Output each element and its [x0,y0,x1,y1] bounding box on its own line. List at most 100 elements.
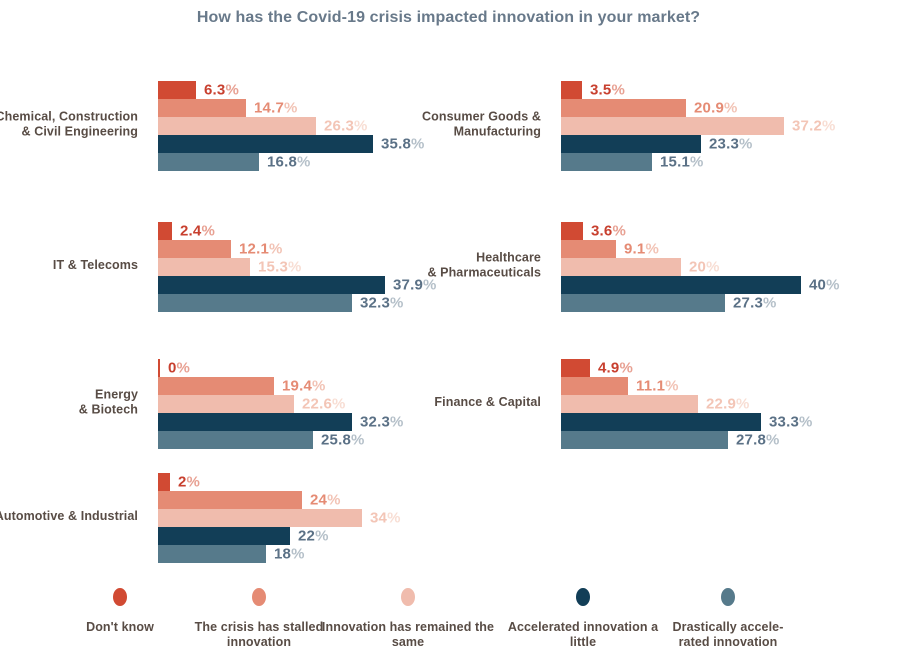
percent-sign: % [423,276,437,294]
percent-sign: % [351,431,365,449]
bar-value-label: 20.9% [694,100,738,117]
value-number: 2.4 [180,222,202,240]
legend-label: Accelerated innovation a little [507,620,659,649]
bar-value-label: 18% [274,546,305,563]
bar-value-label: 37.2% [792,118,836,135]
value-number: 19.4 [282,377,312,395]
bar-value-label: 14.7% [254,100,298,117]
bar-segment [158,153,259,171]
percent-sign: % [665,377,679,395]
value-number: 11.1 [636,377,666,395]
bar-segment [158,240,231,258]
value-number: 0 [168,359,177,377]
bar-value-label: 25.8% [321,432,365,449]
bar-segment [158,294,352,312]
legend-label: Drastically accele- rated innovation [672,620,784,649]
percent-sign: % [826,276,840,294]
category-label: Healthcare & Pharmaceuticals [427,250,541,280]
bar-value-label: 26.3% [324,118,368,135]
value-number: 3.6 [591,222,613,240]
percent-sign: % [291,545,305,563]
bar-value-label: 33.3% [769,414,813,431]
legend-item: Innovation has remained the same [318,588,498,650]
value-number: 34 [370,509,388,527]
bar-value-label: 20% [689,259,720,276]
bar-segment [561,222,583,240]
bar-segment [561,431,728,449]
legend-item: Drastically accele- rated innovation [638,588,818,650]
bar-segment [158,258,250,276]
value-number: 27.8 [736,431,766,449]
bar-segment [561,81,582,99]
value-number: 35.8 [381,135,411,153]
percent-sign: % [612,222,626,240]
bar-segment [158,81,196,99]
bar-value-label: 0% [168,360,190,377]
legend-label: Don't know [86,620,154,634]
percent-sign: % [284,99,298,117]
percent-sign: % [315,527,329,545]
bar-segment [158,99,246,117]
bar-value-label: 4.9% [598,360,633,377]
category-label: Consumer Goods & Manufacturing [422,109,541,139]
value-number: 18 [274,545,292,563]
value-number: 22 [298,527,316,545]
value-number: 20.9 [694,99,724,117]
bar-segment [561,240,616,258]
percent-sign: % [619,359,633,377]
bar-segment [561,377,628,395]
value-number: 32.3 [360,294,390,312]
percent-sign: % [706,258,720,276]
percent-sign: % [411,135,425,153]
value-number: 23.3 [709,135,739,153]
percent-sign: % [387,509,401,527]
percent-sign: % [332,395,346,413]
bar-value-label: 6.3% [204,82,239,99]
value-number: 25.8 [321,431,351,449]
value-number: 2 [178,473,187,491]
percent-sign: % [799,413,813,431]
percent-sign: % [390,413,404,431]
bar-segment [561,359,590,377]
bar-value-label: 3.5% [590,82,625,99]
bar-value-label: 2% [178,474,200,491]
value-number: 40 [809,276,827,294]
bar-value-label: 15.1% [660,154,704,171]
value-number: 9.1 [624,240,646,258]
legend-dot-icon [113,588,127,606]
value-number: 22.6 [302,395,332,413]
percent-sign: % [297,153,311,171]
bar-segment [158,377,274,395]
value-number: 32.3 [360,413,390,431]
percent-sign: % [354,117,368,135]
bar-value-label: 32.3% [360,414,404,431]
percent-sign: % [611,81,625,99]
legend-item: Accelerated innovation a little [493,588,673,650]
bar-value-label: 32.3% [360,295,404,312]
percent-sign: % [312,377,326,395]
legend-dot-icon [401,588,415,606]
category-label: Finance & Capital [434,394,541,409]
value-number: 15.3 [258,258,288,276]
percent-sign: % [763,294,777,312]
percent-sign: % [724,99,738,117]
bar-segment [158,491,302,509]
bar-segment [158,545,266,563]
legend-item: Don't know [30,588,210,635]
percent-sign: % [645,240,659,258]
bar-value-label: 23.3% [709,136,753,153]
percent-sign: % [288,258,302,276]
category-label: IT & Telecoms [52,257,138,272]
bar-segment [158,117,316,135]
bar-segment [561,294,725,312]
percent-sign: % [822,117,836,135]
bar-segment [158,395,294,413]
legend-dot-icon [576,588,590,606]
legend-dot-icon [721,588,735,606]
percent-sign: % [739,135,753,153]
value-number: 16.8 [267,153,297,171]
bar-value-label: 40% [809,277,840,294]
bar-segment [158,359,160,377]
value-number: 27.3 [733,294,763,312]
bar-value-label: 12.1% [239,241,283,258]
